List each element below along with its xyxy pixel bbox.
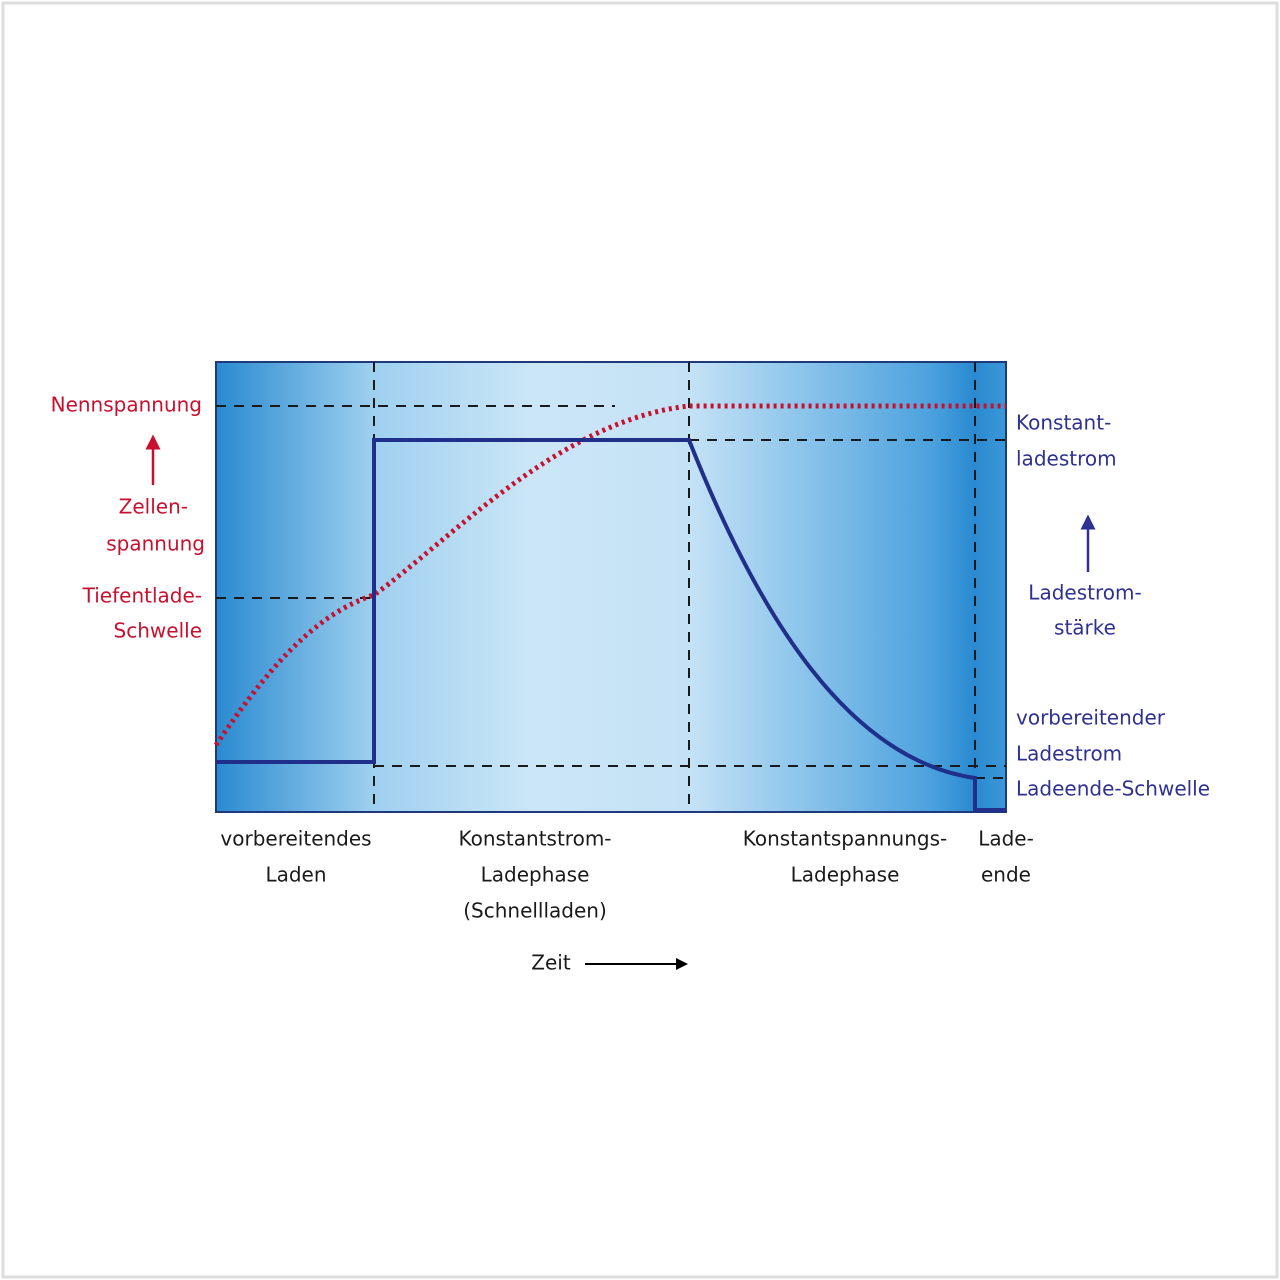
label: ladestrom — [1016, 447, 1117, 471]
label: Schwelle — [114, 619, 202, 643]
label: spannung — [106, 532, 205, 556]
x-axis-label: Zeit — [531, 951, 571, 975]
label: Konstant- — [1016, 411, 1111, 435]
label: Ladestrom- — [1028, 581, 1141, 605]
phase-label: Lade- — [978, 827, 1034, 851]
voltage-curve — [213, 403, 1006, 747]
left-labels: Nennspannung Zellen- spannung Tiefentlad… — [51, 393, 205, 643]
phase-labels: vorbereitendes Laden Konstantstrom- Ladepha… — [220, 827, 1033, 923]
phase-label: Konstantstrom- — [458, 827, 611, 851]
label: Ladestrom — [1016, 742, 1122, 766]
label: vorbereitender — [1016, 706, 1166, 730]
label: stärke — [1054, 616, 1116, 640]
label: Nennspannung — [51, 393, 202, 417]
label: Tiefentlade- — [82, 584, 202, 608]
phase-label: Konstantspannungs- — [743, 827, 947, 851]
phase-label: (Schnellladen) — [463, 899, 607, 923]
phase-label: ende — [981, 863, 1031, 887]
right-labels: Konstant- ladestrom Ladestrom- stärke vo… — [1016, 411, 1210, 801]
phase-label: Laden — [265, 863, 326, 887]
current-curve — [216, 438, 1006, 812]
phase-label: Ladephase — [791, 863, 900, 887]
label: Ladeende-Schwelle — [1016, 777, 1210, 801]
phase-label: vorbereitendes — [220, 827, 371, 851]
phase-label: Ladephase — [481, 863, 590, 887]
plot-area — [215, 361, 1007, 813]
label: Zellen- — [119, 495, 188, 519]
